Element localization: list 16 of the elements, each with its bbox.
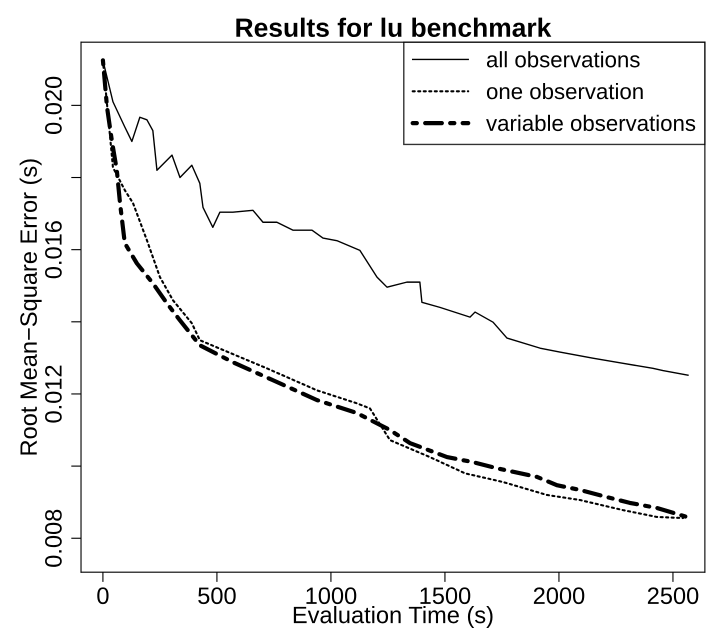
x-tick-label: 1000	[306, 587, 356, 604]
x-tick-label: 2000	[534, 587, 584, 604]
x-tick-label: 0	[97, 587, 109, 604]
x-tick-label: 2500	[648, 587, 698, 604]
legend-label: variable observations	[486, 114, 696, 132]
legend-label: one observation	[486, 82, 643, 100]
legend-label: all observations	[486, 51, 640, 68]
y-tick-label: 0.012	[45, 366, 62, 423]
x-tick-label: 1500	[420, 587, 470, 604]
y-tick-label: 0.016	[45, 221, 62, 278]
x-axis-title: Evaluation Time (s)	[294, 606, 493, 628]
y-axis-title: Root Mean−Square Error (s)	[20, 159, 42, 455]
chart-title: Results for lu benchmark	[236, 18, 552, 38]
y-tick-label: 0.008	[45, 510, 62, 567]
y-tick-label: 0.020	[45, 76, 62, 134]
x-tick-label: 500	[198, 587, 236, 604]
